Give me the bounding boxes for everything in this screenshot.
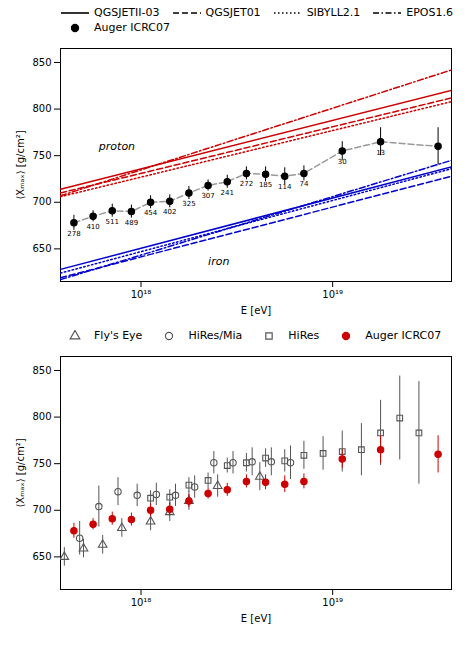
html-text:SIBYLL2.1: SIBYLL2.1 bbox=[306, 6, 361, 19]
svg-text:700: 700 bbox=[32, 196, 51, 207]
svg-text:13: 13 bbox=[376, 149, 385, 157]
svg-text:325: 325 bbox=[182, 200, 195, 208]
svg-text:410: 410 bbox=[86, 223, 99, 231]
svg-text:800: 800 bbox=[32, 103, 51, 114]
svg-text:850: 850 bbox=[32, 57, 51, 68]
html-text:QGSJET01: QGSJET01 bbox=[205, 6, 261, 19]
svg-text:650: 650 bbox=[32, 243, 51, 254]
svg-text:650: 650 bbox=[32, 551, 51, 562]
svg-text:114: 114 bbox=[278, 183, 292, 191]
svg-text:185: 185 bbox=[259, 181, 272, 189]
svg-text:10¹⁹: 10¹⁹ bbox=[322, 289, 343, 300]
svg-text:272: 272 bbox=[240, 180, 253, 188]
svg-text:278: 278 bbox=[67, 230, 80, 238]
svg-text:iron: iron bbox=[208, 255, 229, 268]
svg-text:proton: proton bbox=[98, 140, 135, 153]
svg-text:10¹⁸: 10¹⁸ bbox=[131, 597, 152, 608]
html-text:Fly's Eye: Fly's Eye bbox=[94, 329, 143, 342]
svg-text:10¹⁹: 10¹⁹ bbox=[322, 597, 343, 608]
svg-text:489: 489 bbox=[125, 219, 138, 227]
svg-text:454: 454 bbox=[144, 209, 158, 217]
svg-text:⟨Xₘₐₓ⟩ [g/cm²]: ⟨Xₘₐₓ⟩ [g/cm²] bbox=[15, 130, 26, 199]
svg-text:700: 700 bbox=[32, 504, 51, 515]
svg-text:E [eV]: E [eV] bbox=[241, 305, 271, 316]
html-text:QGSJETII-03: QGSJETII-03 bbox=[94, 6, 160, 19]
svg-text:E [eV]: E [eV] bbox=[241, 613, 271, 624]
svg-text:⟨Xₘₐₓ⟩ [g/cm²]: ⟨Xₘₐₓ⟩ [g/cm²] bbox=[15, 438, 26, 507]
svg-text:241: 241 bbox=[221, 189, 234, 197]
html-text:Auger ICRC07: Auger ICRC07 bbox=[94, 21, 170, 34]
svg-text:850: 850 bbox=[32, 365, 51, 376]
html-text:Auger ICRC07: Auger ICRC07 bbox=[365, 329, 442, 342]
svg-text:511: 511 bbox=[106, 218, 119, 226]
html-text:EPOS1.6: EPOS1.6 bbox=[406, 6, 453, 19]
svg-text:750: 750 bbox=[32, 150, 51, 161]
html-text:HiRes: HiRes bbox=[288, 329, 320, 342]
svg-text:307: 307 bbox=[201, 192, 214, 200]
html-text:HiRes/Mia: HiRes/Mia bbox=[188, 329, 243, 342]
svg-text:10¹⁸: 10¹⁸ bbox=[131, 289, 152, 300]
svg-text:750: 750 bbox=[32, 458, 51, 469]
svg-text:74: 74 bbox=[299, 180, 308, 188]
svg-text:402: 402 bbox=[163, 208, 176, 216]
svg-text:800: 800 bbox=[32, 411, 51, 422]
svg-text:30: 30 bbox=[338, 158, 347, 166]
